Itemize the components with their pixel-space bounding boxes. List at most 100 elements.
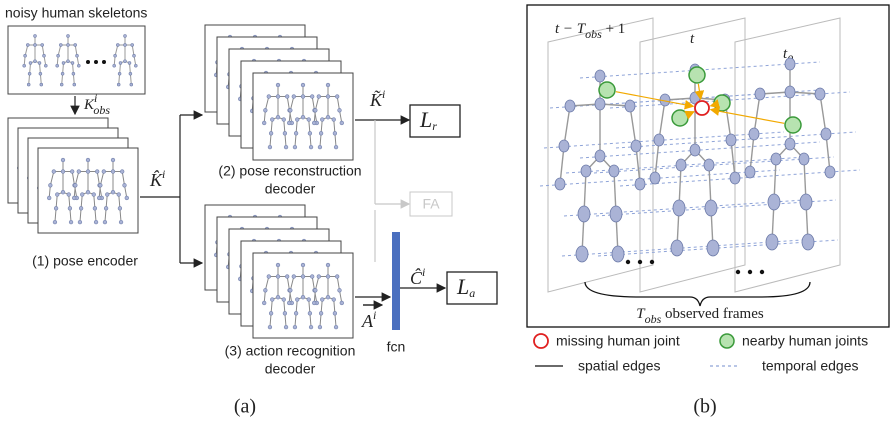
- joint: [707, 240, 719, 256]
- arrow: [711, 105, 714, 106]
- joint: [86, 170, 90, 174]
- math-sup: i: [162, 167, 165, 181]
- joint: [293, 145, 297, 149]
- joint: [334, 145, 338, 149]
- joint: [326, 295, 330, 299]
- joint: [53, 220, 57, 224]
- joint: [766, 234, 778, 250]
- joint: [595, 98, 605, 110]
- joint: [314, 108, 318, 112]
- joint: [105, 193, 109, 197]
- joint: [24, 54, 27, 57]
- joint: [38, 62, 41, 65]
- joint: [301, 263, 305, 267]
- joint: [276, 115, 280, 119]
- ellipsis-dot: [86, 60, 90, 64]
- joint: [785, 138, 795, 150]
- math-label: t: [690, 31, 695, 47]
- joint: [130, 83, 133, 86]
- joint: [340, 121, 344, 125]
- joint: [301, 83, 305, 87]
- joint: [123, 183, 127, 187]
- recog-label: decoder: [265, 361, 316, 377]
- nearby-joint: [689, 67, 705, 83]
- joint: [23, 64, 26, 67]
- joint: [312, 301, 316, 305]
- joint: [307, 298, 311, 302]
- joint: [102, 170, 106, 174]
- math-after: + 1: [602, 21, 625, 37]
- math-label: Ai: [361, 308, 376, 331]
- joint: [332, 298, 336, 302]
- joint: [338, 288, 342, 292]
- joint: [74, 183, 78, 187]
- joint: [79, 206, 83, 210]
- fcn-bar: [392, 232, 400, 330]
- math-sub: a: [469, 286, 475, 300]
- joint: [326, 263, 330, 267]
- joint: [264, 108, 268, 112]
- fcn-label: fcn: [387, 339, 406, 355]
- joint: [282, 298, 286, 302]
- joint: [287, 301, 291, 305]
- joint: [745, 166, 755, 178]
- joint: [47, 196, 51, 200]
- joint: [295, 118, 299, 122]
- recon-label: (2) pose reconstruction: [218, 163, 361, 179]
- joint: [103, 220, 107, 224]
- math-label: Kiobs: [83, 91, 110, 117]
- joint: [308, 131, 312, 135]
- joint: [270, 298, 274, 302]
- joint: [104, 206, 108, 210]
- joint: [94, 220, 98, 224]
- joint: [40, 83, 43, 86]
- joint: [133, 54, 136, 57]
- joint: [578, 206, 590, 222]
- joint: [120, 170, 124, 174]
- legend-label: missing human joint: [556, 333, 680, 349]
- ellipsis-dot: [748, 270, 752, 274]
- nearby-joint: [785, 117, 801, 133]
- joint: [294, 131, 298, 135]
- joint: [338, 108, 342, 112]
- legend-missing: [534, 334, 548, 348]
- joint: [117, 83, 120, 86]
- joint: [99, 183, 103, 187]
- joint: [262, 121, 266, 125]
- joint: [43, 54, 46, 57]
- legend-label: temporal edges: [762, 358, 859, 374]
- joint: [114, 54, 117, 57]
- joint: [73, 83, 76, 86]
- joint: [128, 62, 131, 65]
- joint: [111, 170, 115, 174]
- joint: [309, 145, 313, 149]
- joint: [301, 275, 305, 279]
- joint: [74, 44, 77, 47]
- caption: (a): [234, 396, 256, 418]
- math-after: observed frames: [661, 306, 764, 322]
- joint: [52, 170, 56, 174]
- joint: [61, 72, 64, 75]
- joint: [119, 220, 123, 224]
- joint: [86, 158, 90, 162]
- joint: [340, 301, 344, 305]
- joint: [124, 35, 127, 38]
- joint: [44, 64, 47, 67]
- joint: [749, 128, 759, 140]
- joint: [631, 140, 641, 152]
- joint: [54, 206, 58, 210]
- joint: [28, 72, 31, 75]
- joint: [294, 311, 298, 315]
- joint: [595, 70, 605, 82]
- joint: [129, 72, 132, 75]
- math-sub: obs: [645, 312, 662, 326]
- joint: [309, 325, 313, 329]
- joint: [319, 131, 323, 135]
- joint: [333, 311, 337, 315]
- joint: [70, 170, 74, 174]
- joint: [61, 170, 65, 174]
- joint: [671, 240, 683, 256]
- nearby-joint: [714, 95, 730, 111]
- nearby-joint: [599, 82, 615, 98]
- math-label: Ĉi: [410, 265, 425, 288]
